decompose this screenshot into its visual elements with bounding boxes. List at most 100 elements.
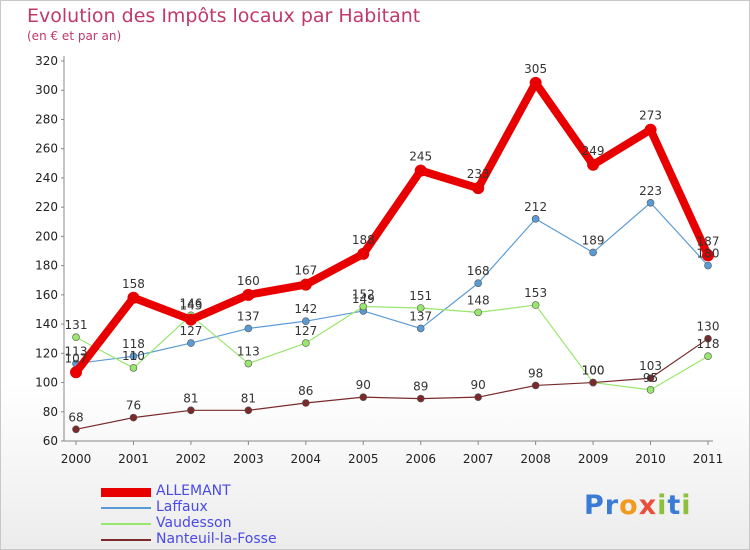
data-label: 223 [639, 184, 662, 198]
data-point [187, 339, 195, 347]
legend-label: Vaudesson [156, 515, 232, 531]
data-label: 127 [294, 324, 317, 338]
data-point [646, 374, 655, 382]
data-label: 90 [471, 378, 486, 392]
data-label: 86 [298, 384, 313, 398]
data-point [646, 198, 655, 207]
data-label: 103 [639, 359, 662, 373]
proxiti-logo: Proxiti [584, 490, 692, 521]
data-label: 158 [122, 277, 145, 291]
logo-letter: i [657, 490, 668, 521]
data-label: 89 [413, 380, 428, 394]
data-point [72, 333, 80, 342]
data-label: 118 [122, 337, 145, 351]
data-point [242, 288, 255, 301]
data-point [414, 164, 427, 177]
data-point [529, 76, 542, 89]
x-tick-label: 2003 [233, 452, 264, 466]
chart-subtitle: (en € et par an) [27, 29, 122, 43]
data-label: 142 [294, 302, 317, 316]
data-point [704, 334, 712, 343]
series-line [75, 202, 709, 365]
y-tick-label: 320 [35, 54, 58, 68]
data-point [359, 302, 368, 311]
data-point [416, 394, 425, 403]
data-point [531, 301, 540, 309]
data-point [302, 317, 310, 325]
legend-label: ALLEMANT [156, 483, 231, 499]
data-point [129, 352, 138, 361]
logo-letter: x [638, 490, 658, 521]
x-tick-label: 2005 [348, 452, 379, 466]
data-label: 189 [582, 233, 605, 247]
data-label: 110 [122, 349, 145, 363]
y-tick-label: 120 [35, 346, 58, 360]
data-label: 146 [179, 296, 202, 310]
legend-swatch [101, 487, 151, 497]
x-tick-label: 2002 [176, 452, 207, 466]
series-nanteuil-la-fosse [72, 334, 712, 434]
series-allemant [70, 76, 714, 379]
y-tick-label: 180 [35, 259, 58, 273]
data-label: 167 [294, 264, 317, 278]
data-point [474, 308, 482, 317]
y-tick-label: 140 [35, 317, 58, 331]
data-point [244, 406, 253, 415]
x-tick-label: 2008 [520, 452, 551, 466]
data-label: 76 [126, 399, 141, 413]
logo-letter: P [584, 490, 605, 521]
data-point [589, 248, 597, 257]
data-point [184, 313, 197, 326]
data-point [587, 158, 600, 171]
data-label: 233 [467, 167, 490, 181]
data-point [302, 339, 310, 347]
data-point [531, 381, 540, 390]
data-point [244, 359, 253, 368]
data-label: 160 [237, 274, 260, 288]
data-point [244, 324, 253, 333]
x-tick-label: 2011 [693, 452, 724, 466]
x-tick-label: 2006 [405, 452, 436, 466]
data-label: 137 [409, 309, 432, 323]
data-label: 95 [643, 371, 658, 385]
y-tick-label: 80 [43, 405, 58, 419]
x-tick-label: 2000 [61, 452, 92, 466]
data-point [416, 324, 425, 333]
data-point [704, 352, 712, 361]
data-point [474, 393, 482, 401]
legend-swatch [101, 507, 151, 509]
data-point [70, 366, 82, 379]
data-label: 131 [65, 318, 88, 332]
data-label: 188 [352, 233, 375, 247]
data-label: 151 [409, 289, 432, 303]
y-tick-label: 240 [35, 171, 58, 185]
data-label: 212 [524, 200, 547, 214]
data-point [72, 425, 80, 434]
legend-swatch [101, 539, 151, 541]
data-label: 273 [639, 109, 662, 123]
data-label: 137 [237, 309, 260, 323]
legend-label: Nanteuil-la-Fosse [156, 531, 277, 547]
data-point [472, 182, 485, 195]
y-tick-label: 60 [43, 434, 58, 448]
data-label: 113 [65, 345, 88, 359]
logo-letter: t [667, 490, 682, 521]
series-line [75, 304, 709, 391]
data-label: 100 [582, 364, 605, 378]
chart-title: Evolution des Impôts locaux par Habitant [27, 5, 421, 27]
x-tick-label: 2010 [635, 452, 666, 466]
y-tick-label: 160 [35, 288, 58, 302]
y-tick-label: 200 [35, 229, 58, 243]
data-label: 149 [352, 292, 375, 306]
data-label: 143 [179, 299, 202, 313]
data-label: 305 [524, 62, 547, 76]
data-point [302, 399, 310, 407]
data-point [129, 413, 138, 422]
data-point [299, 278, 312, 291]
x-tick-label: 2007 [463, 452, 494, 466]
legend-label: Laffaux [156, 499, 208, 515]
data-label: 68 [68, 410, 83, 424]
data-label: 180 [697, 247, 720, 261]
data-point [646, 386, 655, 394]
data-label: 187 [697, 234, 720, 248]
